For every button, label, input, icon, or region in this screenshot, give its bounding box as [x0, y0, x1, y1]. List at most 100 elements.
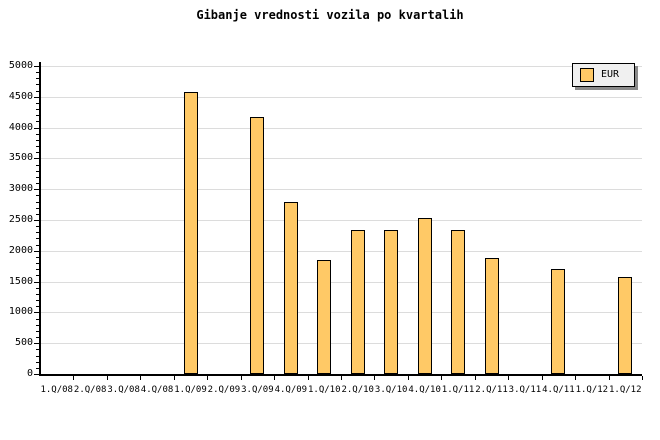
x-axis-label: 4.Q/08	[140, 385, 174, 395]
y-axis-label: 3500	[8, 152, 33, 164]
x-axis-tick	[474, 376, 476, 380]
y-axis-minor-tick	[36, 109, 39, 111]
y-axis-minor-tick	[36, 207, 39, 209]
y-axis-minor-tick	[36, 300, 39, 302]
x-axis-tick	[274, 376, 276, 380]
y-axis-line	[39, 62, 41, 376]
bar	[350, 230, 365, 374]
y-axis-major-tick	[34, 158, 39, 160]
bar	[283, 202, 298, 374]
y-axis-label: 2500	[8, 214, 33, 225]
y-axis-minor-tick	[36, 337, 39, 339]
y-axis-minor-tick	[36, 201, 39, 203]
y-axis-major-tick	[34, 374, 39, 375]
x-axis-tick	[575, 376, 577, 380]
legend-label: EUR	[601, 69, 620, 80]
x-axis-line	[39, 374, 642, 376]
legend: EUR	[572, 63, 635, 87]
y-axis-minor-tick	[36, 121, 39, 123]
x-axis-tick	[541, 376, 543, 380]
y-axis-minor-tick	[36, 324, 39, 326]
y-axis-minor-tick	[36, 176, 39, 178]
y-axis-minor-tick	[36, 269, 39, 271]
x-axis-label: 2.Q/09	[207, 385, 241, 395]
x-axis-tick	[407, 376, 409, 380]
gridline	[41, 189, 642, 191]
x-axis-tick	[207, 376, 209, 380]
y-axis-minor-tick	[36, 213, 39, 215]
gridline	[41, 220, 642, 221]
x-axis-tick	[106, 376, 108, 380]
y-axis-label: 4000	[8, 121, 33, 133]
gridline	[41, 158, 642, 160]
y-axis-minor-tick	[36, 330, 39, 332]
y-axis-minor-tick	[36, 183, 39, 185]
y-axis-minor-tick	[36, 102, 39, 104]
x-axis-tick	[508, 376, 510, 380]
y-axis-minor-tick	[36, 318, 39, 320]
bar	[417, 218, 432, 374]
x-axis-tick	[374, 376, 376, 380]
y-axis-label: 0	[26, 368, 33, 379]
x-axis-tick	[307, 376, 309, 380]
y-axis-label: 500	[14, 337, 33, 349]
y-axis-minor-tick	[36, 146, 39, 148]
y-axis-major-tick	[34, 312, 39, 314]
y-axis-minor-tick	[36, 139, 39, 141]
chart-title: Gibanje vrednosti vozila po kvartalih	[196, 8, 464, 22]
y-axis-minor-tick	[36, 170, 39, 172]
y-axis-minor-tick	[36, 195, 39, 197]
y-axis-label: 5000	[8, 60, 33, 71]
x-axis-label: 4.Q/10	[408, 385, 441, 395]
bar	[250, 117, 265, 374]
y-axis-major-tick	[34, 96, 39, 98]
x-axis-tick	[240, 376, 242, 380]
y-axis-minor-tick	[36, 244, 39, 246]
y-axis-label: 2000	[8, 244, 33, 256]
x-axis-label: 1.Q/09	[174, 385, 207, 395]
x-axis-label: 4.Q/11	[542, 385, 575, 395]
x-axis-label: 1.Q/10	[308, 385, 341, 395]
y-axis-major-tick	[34, 343, 39, 345]
bar	[484, 258, 499, 374]
y-axis-minor-tick	[36, 275, 39, 277]
x-axis-label: 3.Q/09	[241, 385, 274, 395]
x-axis-tick	[73, 376, 75, 380]
x-axis-label: 1.Q/08	[40, 385, 73, 395]
x-axis-label: 3.Q/08	[107, 385, 140, 395]
y-axis-label: 3000	[8, 183, 33, 195]
x-axis-label: 3.Q/10	[374, 385, 408, 395]
x-axis-label: 3.Q/11	[508, 385, 542, 395]
y-axis-minor-tick	[36, 78, 39, 80]
y-axis-minor-tick	[36, 115, 39, 117]
x-axis-tick	[140, 376, 142, 380]
y-axis-minor-tick	[36, 84, 39, 86]
gridline	[41, 66, 642, 67]
x-axis-label: 4.Q/09	[274, 385, 308, 395]
x-axis-tick	[441, 376, 443, 380]
x-axis-label: 1.Q/12	[575, 385, 609, 395]
legend-swatch-icon	[580, 68, 594, 82]
gridline	[41, 96, 642, 98]
bar	[317, 260, 332, 374]
bar	[551, 269, 566, 374]
y-axis-minor-tick	[36, 152, 39, 154]
gridline	[41, 343, 642, 345]
y-axis-major-tick	[34, 189, 39, 191]
bar	[618, 277, 633, 374]
y-axis-major-tick	[34, 281, 39, 283]
y-axis-minor-tick	[36, 72, 39, 74]
y-axis-minor-tick	[36, 90, 39, 92]
y-axis-minor-tick	[36, 349, 39, 351]
y-axis-minor-tick	[36, 256, 39, 258]
x-axis-label: 1.Q/12	[609, 385, 642, 395]
gridline	[41, 250, 642, 252]
y-axis-minor-tick	[36, 367, 39, 369]
y-axis-minor-tick	[36, 133, 39, 135]
x-axis-tick	[608, 376, 610, 380]
y-axis-minor-tick	[36, 293, 39, 295]
y-axis-minor-tick	[36, 232, 39, 234]
gridline	[41, 312, 642, 314]
x-axis-tick	[642, 376, 643, 380]
